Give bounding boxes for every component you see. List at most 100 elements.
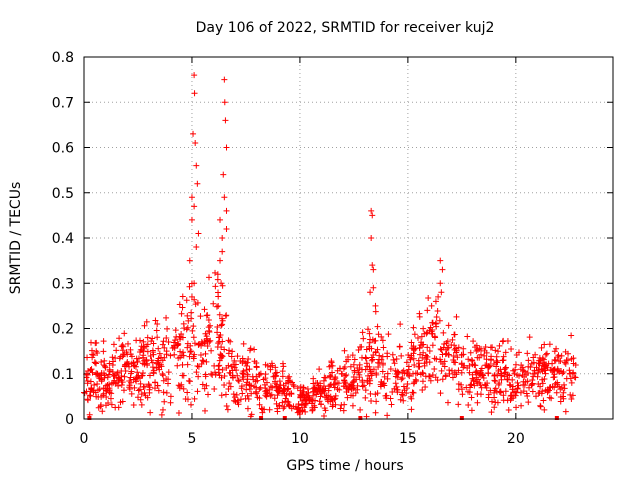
grid-lines	[84, 57, 613, 419]
data-point	[363, 355, 370, 362]
data-point	[102, 364, 109, 371]
chart-title: Day 106 of 2022, SRMTID for receiver kuj…	[196, 20, 495, 36]
data-point	[364, 326, 371, 333]
data-point	[502, 369, 509, 376]
data-point	[514, 385, 521, 392]
data-point	[548, 367, 555, 374]
data-point	[134, 369, 141, 376]
data-point	[175, 341, 182, 348]
data-point	[151, 385, 158, 392]
data-point	[221, 346, 228, 353]
data-point	[514, 379, 521, 386]
data-point	[327, 373, 334, 380]
data-point	[103, 394, 110, 401]
data-point	[379, 361, 386, 368]
data-point	[118, 367, 125, 374]
data-point	[133, 355, 140, 362]
data-point	[533, 393, 540, 400]
data-point	[542, 387, 549, 394]
data-point	[248, 390, 255, 397]
data-point	[378, 378, 385, 385]
data-point	[184, 361, 191, 368]
data-point	[370, 351, 377, 358]
data-point	[261, 406, 268, 413]
data-point	[211, 385, 218, 392]
data-point	[368, 235, 375, 241]
data-point	[318, 401, 325, 408]
data-point	[150, 349, 157, 356]
data-point	[340, 407, 347, 414]
data-point	[223, 207, 230, 214]
data-point	[121, 330, 128, 337]
data-point	[476, 345, 483, 352]
data-point	[273, 369, 280, 376]
data-point	[554, 365, 561, 372]
data-point	[384, 370, 391, 377]
data-point	[221, 194, 228, 201]
data-point	[98, 393, 105, 400]
data-point	[482, 362, 489, 369]
data-point	[406, 354, 413, 361]
data-point	[281, 403, 288, 410]
data-point	[389, 389, 396, 396]
data-point	[415, 363, 422, 370]
data-point	[495, 381, 502, 388]
data-point	[537, 383, 544, 390]
data-point	[472, 362, 479, 369]
data-point	[207, 322, 214, 329]
data-point	[100, 348, 107, 355]
data-point	[178, 381, 185, 388]
data-point	[521, 368, 528, 375]
data-point	[400, 397, 407, 404]
data-point	[474, 399, 481, 406]
data-point	[455, 344, 462, 351]
data-point	[425, 294, 432, 301]
data-point	[410, 355, 417, 362]
baseline-marker	[87, 416, 92, 420]
data-point	[297, 394, 304, 401]
data-point	[179, 334, 186, 341]
data-point	[215, 289, 222, 296]
data-point	[190, 334, 197, 341]
data-point	[452, 345, 459, 352]
data-point	[454, 354, 461, 361]
data-point	[137, 396, 144, 403]
data-point	[453, 313, 460, 320]
data-point	[110, 341, 117, 348]
data-point	[130, 401, 137, 408]
data-point	[494, 399, 501, 406]
data-point	[309, 407, 316, 414]
data-point	[219, 353, 226, 360]
data-point	[367, 368, 374, 375]
data-point	[121, 373, 128, 380]
data-point	[555, 358, 562, 365]
data-point	[206, 327, 213, 334]
data-point	[451, 369, 458, 376]
data-point	[354, 364, 361, 371]
data-point	[438, 367, 445, 374]
data-point	[534, 373, 541, 380]
data-point	[154, 320, 161, 327]
data-point	[403, 359, 410, 366]
data-point	[90, 352, 97, 359]
data-point	[417, 351, 424, 358]
data-point	[385, 331, 392, 338]
data-point	[106, 371, 113, 378]
data-point	[180, 372, 187, 379]
data-point	[223, 225, 230, 232]
data-point	[539, 362, 546, 369]
data-point	[246, 382, 253, 389]
data-point	[253, 373, 260, 380]
data-point	[214, 271, 221, 278]
data-point	[369, 212, 376, 219]
data-point	[551, 348, 558, 355]
data-point	[214, 276, 221, 283]
data-point	[194, 388, 201, 395]
data-point	[349, 385, 356, 392]
data-point	[506, 381, 513, 388]
data-point	[186, 353, 193, 360]
data-point	[193, 369, 200, 376]
data-point	[215, 302, 222, 309]
data-point	[407, 393, 414, 400]
data-point	[525, 363, 532, 370]
